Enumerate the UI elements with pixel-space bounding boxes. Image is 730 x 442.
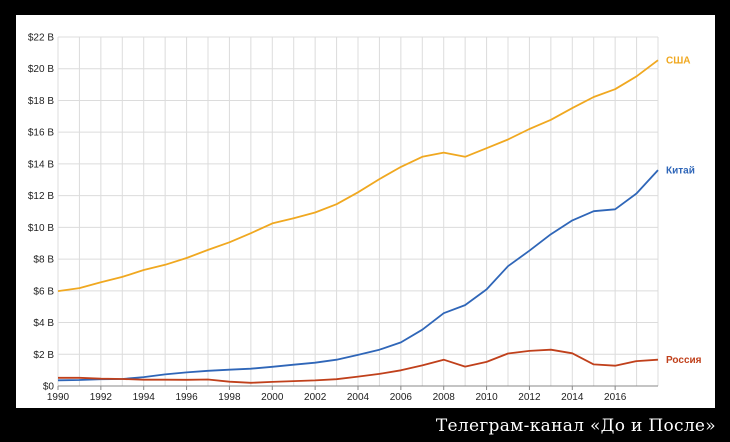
x-tick-label: 2012 bbox=[518, 392, 541, 403]
series-line-2 bbox=[57, 169, 659, 382]
series-line-1 bbox=[57, 59, 659, 292]
y-tick-label: $4 B bbox=[33, 318, 54, 329]
y-tick-label: $16 B bbox=[28, 128, 54, 139]
x-tick-label: 2002 bbox=[304, 392, 327, 403]
y-tick-label: $8 B bbox=[33, 255, 54, 266]
watermark-text: Телеграм-канал «До и После» bbox=[435, 416, 716, 436]
y-tick-label: $20 B bbox=[28, 64, 54, 75]
series-line-3 bbox=[58, 348, 659, 384]
series-label-1: США bbox=[666, 56, 691, 67]
x-tick-label: 2008 bbox=[433, 392, 456, 403]
y-tick-label: $0 bbox=[43, 382, 55, 393]
tick-labels: $0 $2 B $4 B $6 B $8 B $10 B $12 B $14 B $16 B $1… bbox=[28, 33, 702, 404]
x-tick-label: 2004 bbox=[347, 392, 370, 403]
line-chart: $0 $2 B $4 B $6 B $8 B $10 B $12 B $14 B $16 B $1… bbox=[28, 33, 702, 404]
y-tick-label: $12 B bbox=[28, 191, 54, 202]
x-tick-label: 1994 bbox=[133, 392, 156, 403]
x-tick-label: 2016 bbox=[604, 392, 627, 403]
series-label-2: Китай bbox=[666, 166, 695, 177]
y-tick-label: $6 B bbox=[33, 286, 54, 297]
y-tick-label: $18 B bbox=[28, 96, 54, 107]
x-tick-label: 2014 bbox=[561, 392, 584, 403]
axes bbox=[57, 385, 658, 390]
y-tick-label: $22 B bbox=[28, 33, 54, 44]
series bbox=[57, 59, 659, 384]
x-tick-label: 2006 bbox=[390, 392, 413, 403]
x-tick-label: 2000 bbox=[261, 392, 284, 403]
y-tick-label: $14 B bbox=[28, 159, 54, 170]
x-tick-label: 2010 bbox=[475, 392, 498, 403]
y-tick-label: $2 B bbox=[33, 350, 54, 361]
x-tick-label: 1998 bbox=[218, 392, 241, 403]
x-tick-label: 1992 bbox=[90, 392, 113, 403]
x-tick-label: 1996 bbox=[175, 392, 198, 403]
x-tick-label: 1990 bbox=[47, 392, 70, 403]
chart-frame: $0 $2 B $4 B $6 B $8 B $10 B $12 B $14 B $16 B $1… bbox=[16, 15, 715, 408]
y-tick-label: $10 B bbox=[28, 223, 54, 234]
series-label-3: Россия bbox=[666, 355, 702, 366]
grid bbox=[57, 36, 659, 387]
